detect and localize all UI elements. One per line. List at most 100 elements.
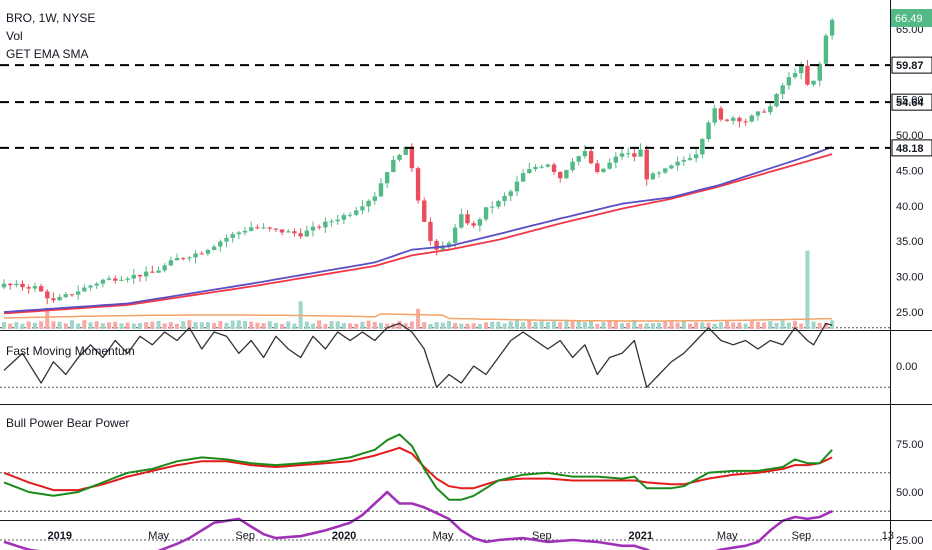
volume-bar bbox=[218, 321, 223, 329]
candle-body bbox=[335, 219, 340, 222]
price-axis-tick: 45.00 bbox=[896, 165, 924, 177]
candle-body bbox=[471, 223, 476, 226]
candle-body bbox=[224, 237, 229, 242]
price-axis-tick: 30.00 bbox=[896, 272, 924, 284]
volume-bar bbox=[601, 322, 606, 329]
volume-bar bbox=[280, 323, 285, 329]
bullbear-axis-tick: 50.00 bbox=[896, 487, 924, 499]
volume-bar bbox=[212, 322, 217, 329]
volume-bar bbox=[576, 320, 581, 329]
volume-bar bbox=[620, 323, 624, 329]
volume-bar bbox=[694, 322, 699, 329]
volume-bar bbox=[823, 322, 828, 329]
volume-bar bbox=[589, 320, 594, 329]
volume-bar bbox=[76, 323, 81, 329]
candle-body bbox=[607, 162, 612, 169]
volume-bar bbox=[440, 322, 445, 329]
volume-bar bbox=[51, 321, 56, 329]
bull-bear-legend: Bull Power Bear Power bbox=[6, 416, 129, 430]
candle-body bbox=[737, 117, 742, 122]
volume-bar bbox=[545, 321, 550, 329]
volume-bar bbox=[416, 308, 421, 329]
candle-body bbox=[7, 283, 13, 286]
volume-bar bbox=[341, 323, 346, 329]
volume-bar bbox=[273, 322, 278, 329]
candle-body bbox=[823, 35, 829, 64]
candle-body bbox=[14, 283, 19, 286]
volume-bar bbox=[762, 322, 767, 329]
volume-bar bbox=[39, 321, 44, 329]
price-axis-tick: 35.00 bbox=[896, 236, 924, 248]
candle-body bbox=[366, 200, 371, 207]
volume-bar bbox=[737, 322, 742, 329]
time-axis-tick: May bbox=[717, 530, 738, 542]
volume-bar bbox=[626, 322, 631, 329]
volume-bar bbox=[490, 321, 495, 329]
volume-bar bbox=[663, 321, 668, 329]
volume-bar bbox=[348, 323, 353, 329]
candle-body bbox=[434, 240, 439, 250]
candle-body bbox=[520, 173, 526, 182]
candle-body bbox=[113, 278, 118, 281]
price-level-label: 54.64 bbox=[896, 97, 924, 109]
candle-body bbox=[601, 168, 606, 173]
volume-bar bbox=[700, 322, 705, 329]
candle-body bbox=[150, 271, 155, 273]
candle-body bbox=[440, 245, 445, 250]
candle-body bbox=[768, 106, 773, 113]
volume-bar bbox=[811, 321, 816, 329]
candle-body bbox=[817, 63, 822, 81]
volume-bar bbox=[687, 323, 692, 329]
price-level-tag bbox=[891, 93, 932, 111]
volume-bar bbox=[378, 322, 383, 329]
candle-body bbox=[570, 161, 575, 171]
candle-body bbox=[100, 279, 106, 284]
candle-body bbox=[391, 159, 396, 173]
price-axis[interactable]: 59.87 54.64 48.18 25.00 30.00 35.00 40.00 45.00… bbox=[891, 9, 932, 547]
volume-bar bbox=[786, 322, 791, 329]
candle-body bbox=[310, 226, 316, 231]
volume-bar bbox=[799, 323, 804, 329]
volume-bar bbox=[706, 322, 711, 329]
candle-body bbox=[502, 195, 507, 202]
candle-body bbox=[452, 227, 458, 243]
volume-bar bbox=[385, 323, 390, 329]
candle-body bbox=[45, 291, 50, 299]
volume-bar bbox=[366, 320, 371, 329]
volume-bar bbox=[329, 321, 334, 329]
volume-bar bbox=[780, 320, 785, 329]
volume-bar bbox=[2, 322, 6, 329]
volume-bar bbox=[57, 321, 62, 329]
volume-bar bbox=[255, 322, 260, 329]
volume-bar bbox=[162, 323, 167, 329]
volume-bar bbox=[372, 322, 377, 329]
indicator-lines bbox=[3, 146, 833, 550]
candle-body bbox=[131, 274, 136, 279]
time-axis[interactable]: 2019 May Sep 2020 May Sep 2021 May Sep 13 bbox=[48, 530, 894, 542]
volume-bar bbox=[14, 322, 19, 329]
time-axis-tick: May bbox=[148, 530, 169, 542]
volume-bar bbox=[453, 322, 458, 329]
volume-bar bbox=[422, 322, 427, 329]
candle-body bbox=[490, 206, 495, 208]
volume-bar bbox=[335, 321, 340, 329]
candle-body bbox=[329, 221, 334, 223]
volume-bar bbox=[360, 321, 365, 329]
candle-body bbox=[613, 156, 619, 163]
candle-body bbox=[693, 154, 699, 159]
volume-bar bbox=[805, 250, 810, 329]
volume-bar bbox=[514, 320, 519, 329]
candle-body bbox=[829, 19, 835, 36]
sma-line bbox=[3, 153, 833, 315]
candle-body bbox=[174, 258, 180, 261]
volume-bar bbox=[236, 320, 241, 329]
candle-body bbox=[638, 149, 643, 157]
volume-bar bbox=[595, 323, 600, 329]
candle-body bbox=[724, 119, 730, 121]
candle-body bbox=[786, 77, 792, 86]
candle-body bbox=[459, 214, 464, 228]
bullbear-axis-tick: 25.00 bbox=[896, 535, 924, 547]
